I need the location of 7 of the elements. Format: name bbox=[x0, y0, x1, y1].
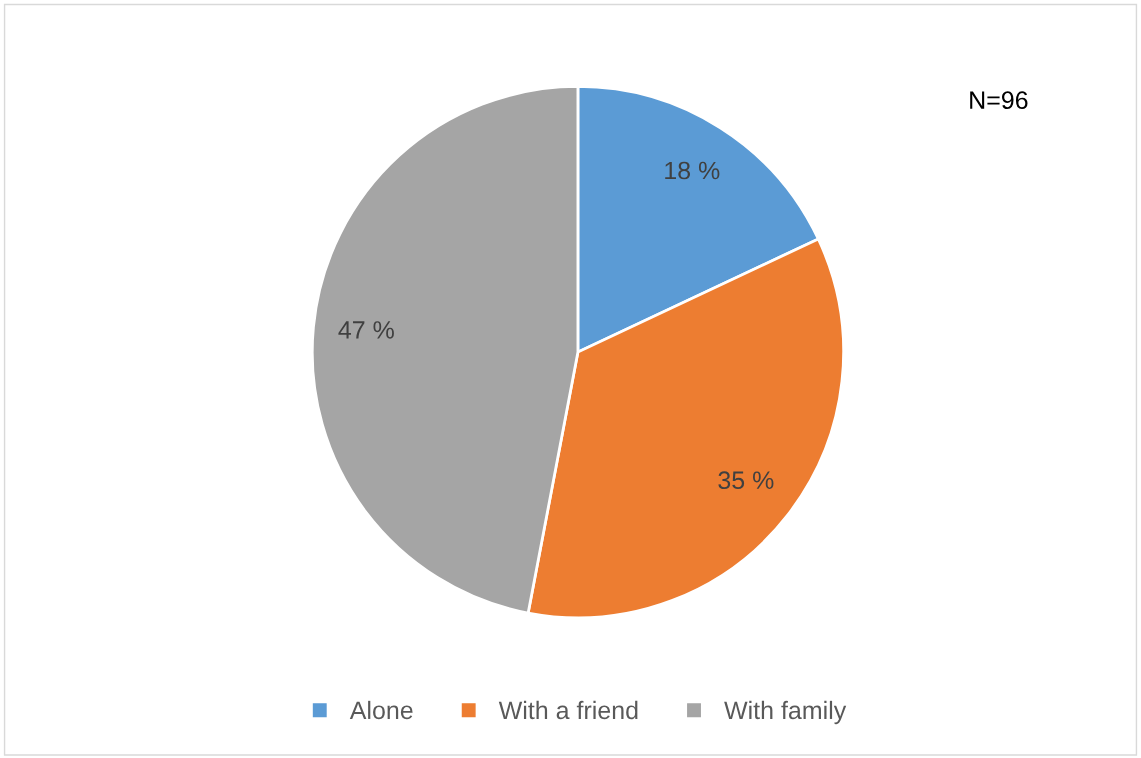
legend-label: With a friend bbox=[498, 700, 638, 720]
data-label: 35 % bbox=[718, 471, 774, 490]
data-label: 18 % bbox=[665, 161, 720, 180]
legend-label: Alone bbox=[349, 700, 413, 720]
data-label: 47 % bbox=[338, 321, 394, 339]
legend-label: With family bbox=[724, 700, 847, 725]
text: N=96 bbox=[970, 91, 1028, 110]
